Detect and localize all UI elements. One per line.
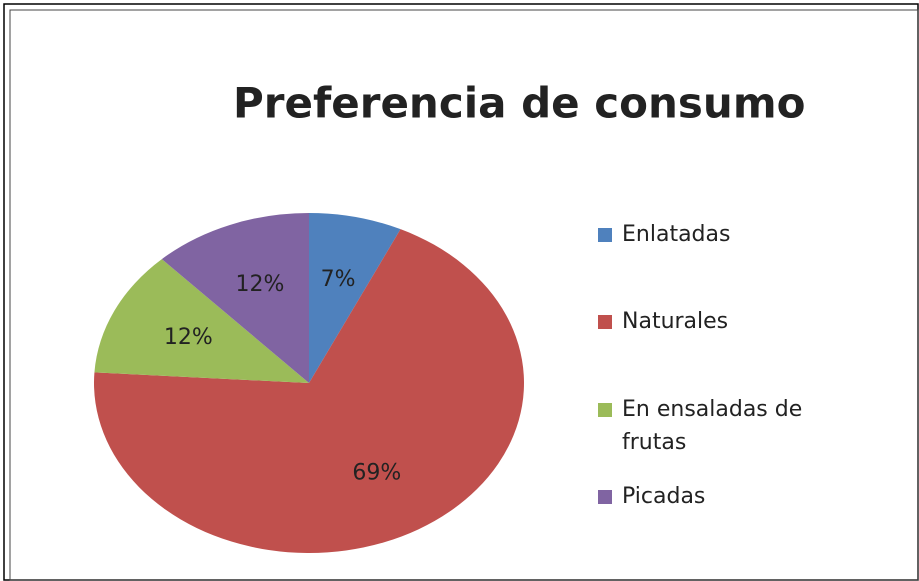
- legend-label: Picadas: [622, 484, 705, 509]
- data-label: 7%: [321, 267, 356, 292]
- legend-swatch: [598, 403, 612, 417]
- data-label: 69%: [352, 461, 401, 486]
- pie-slice: [94, 259, 309, 383]
- legend-swatch: [598, 490, 612, 504]
- data-label: 12%: [164, 325, 213, 350]
- pie-slice: [94, 229, 524, 554]
- legend-label: En ensaladas de frutas: [622, 397, 802, 455]
- chart-frame: [9, 9, 919, 581]
- chart-title: Preferencia de consumo: [233, 79, 805, 128]
- data-label: 12%: [235, 272, 284, 297]
- legend-label: Naturales: [622, 309, 728, 334]
- pie-slice: [161, 213, 309, 383]
- legend-label: Enlatadas: [622, 222, 730, 247]
- pie-slice: [309, 213, 401, 383]
- legend-swatch: [598, 228, 612, 242]
- legend-swatch: [598, 315, 612, 329]
